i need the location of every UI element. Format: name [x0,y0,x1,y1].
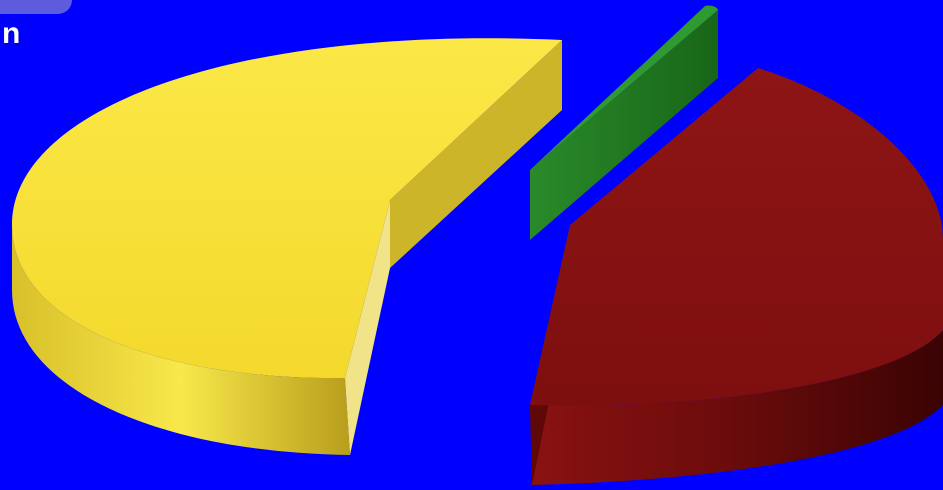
title-banner-fragment [0,0,72,14]
pie-slices [12,5,943,485]
pie-slice-2 [530,5,718,171]
pie-slice-2-side [530,10,718,240]
pie-slice-1-side [12,225,350,455]
pie-slice-3-side [530,330,943,485]
pie-slice-1-cut-face [345,200,390,455]
pie-slice-1 [12,38,562,379]
pie-slice-3 [530,68,943,406]
pie-slice-1-back-face [390,40,562,268]
chart-title-fragment: n [2,17,21,50]
